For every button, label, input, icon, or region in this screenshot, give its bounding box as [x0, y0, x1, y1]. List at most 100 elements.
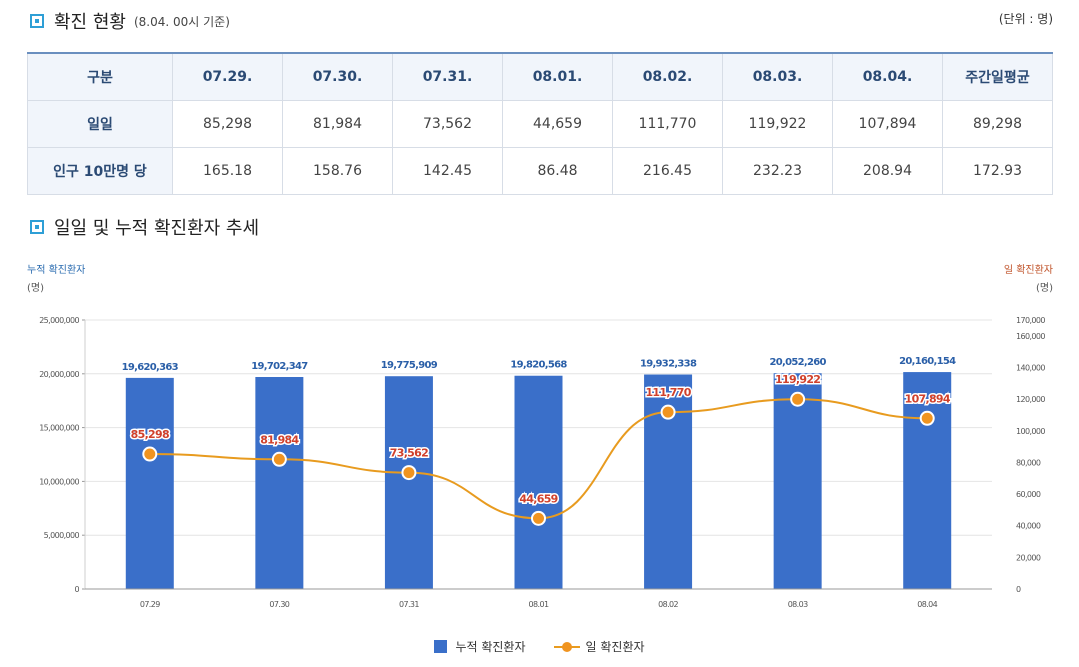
bar-cumulative [514, 375, 563, 589]
right-tick-label: 120,000 [1016, 395, 1045, 404]
x-tick-label: 08.04 [917, 600, 937, 609]
table-cell: 165.18 [172, 147, 283, 195]
right-axis-title-text: 일 확진환자 [1003, 265, 1053, 276]
section-title-text: 확진 현황 [54, 12, 126, 33]
table-cell: 44,659 [502, 100, 613, 148]
x-tick-label: 07.29 [140, 600, 160, 609]
bar-value-label: 19,620,363 [122, 362, 179, 373]
bar-cumulative [384, 376, 433, 589]
table-cell: 119,922 [722, 100, 833, 148]
right-axis: 0 20,000 40,000 60,000 80,000 100,000 120,000 1… [1016, 316, 1046, 594]
table-row: 인구 10만명 당 165.18 158.76 142.45 86.48 216… [27, 147, 1053, 195]
table-cell: 111,770 [612, 100, 723, 148]
x-tick-label: 07.30 [269, 600, 289, 609]
left-axis-title: 누적 확진환자 (명) [27, 262, 85, 298]
table-header: 08.02. [612, 52, 723, 101]
right-tick-label: 170,000 [1016, 316, 1045, 325]
right-tick-label: 80,000 [1016, 458, 1041, 467]
legend-bar-swatch [434, 640, 448, 653]
line-value-label: 119,922 [775, 373, 820, 386]
table-cell: 85,298 [172, 100, 283, 148]
table-header: 08.01. [502, 52, 613, 101]
left-axis-unit: (명) [27, 283, 45, 294]
left-tick-label: 10,000,000 [39, 477, 79, 486]
x-tick-label: 07.31 [399, 600, 419, 609]
table-row-header: 인구 10만명 당 [27, 147, 173, 195]
table-header: 08.03. [722, 52, 833, 101]
left-tick-label: 20,000,000 [39, 370, 79, 379]
table-cell: 86.48 [502, 147, 613, 195]
bar-value-label: 20,160,154 [899, 356, 956, 367]
legend-label: 누적 확진환자 [455, 640, 526, 654]
right-tick-label: 140,000 [1016, 363, 1045, 372]
table-header-row: 구분 07.29. 07.30. 07.31. 08.01. 08.02. 08… [27, 52, 1053, 101]
table-cell: 81,984 [282, 100, 393, 148]
bar-value-label: 19,820,568 [510, 360, 567, 371]
bar-value-label: 19,932,338 [640, 359, 697, 370]
right-tick-label: 60,000 [1016, 490, 1041, 499]
table-cell: 73,562 [392, 100, 503, 148]
bar-value-label: 20,052,260 [770, 357, 827, 368]
line-point-daily [142, 446, 158, 462]
table-cell: 142.45 [392, 147, 503, 195]
table-cell: 216.45 [612, 147, 723, 195]
table-cell: 172.93 [942, 147, 1053, 195]
section-subtitle: (8.04. 00시 기준) [133, 14, 230, 29]
square-bullet-icon [30, 220, 44, 234]
right-tick-label: 160,000 [1016, 332, 1045, 341]
line-point-daily [919, 410, 935, 426]
right-tick-label: 100,000 [1016, 427, 1045, 436]
chart-legend: 누적 확진환자 일 확진환자 [0, 638, 1079, 655]
left-tick-label: 25,000,000 [39, 316, 79, 325]
line-value-label: 81,984 [260, 433, 299, 446]
bar-value-label: 19,702,347 [251, 361, 308, 372]
x-axis: 07.29 07.30 07.31 08.01 08.02 08.03 08.04 [85, 588, 992, 609]
line-point-daily [271, 451, 287, 467]
x-tick-label: 08.03 [788, 600, 808, 609]
table-header: 주간일평균 [942, 52, 1053, 101]
right-axis-title: 일 확진환자 (명) [1004, 262, 1053, 298]
bar-series [125, 372, 952, 589]
right-tick-label: 20,000 [1016, 553, 1041, 562]
line-point-daily [790, 391, 806, 407]
section-title-trend: 일일 및 누적 확진환자 추세 [30, 214, 259, 240]
line-value-label: 44,659 [519, 492, 557, 505]
table-header: 07.29. [172, 52, 283, 101]
bar-cumulative [903, 372, 952, 589]
line-point-daily [660, 404, 676, 420]
section-title-text: 일일 및 누적 확진환자 추세 [54, 218, 260, 239]
table-row: 일일 85,298 81,984 73,562 44,659 111,770 1… [27, 100, 1053, 148]
left-tick-label: 15,000,000 [39, 424, 79, 433]
legend-line-swatch [553, 641, 580, 653]
legend-item-daily: 일 확진환자 [553, 638, 645, 655]
status-table: 구분 07.29. 07.30. 07.31. 08.01. 08.02. 08… [27, 52, 1053, 195]
table-cell: 208.94 [832, 147, 943, 195]
legend-label: 일 확진환자 [585, 640, 645, 654]
line-value-label: 85,298 [131, 428, 169, 441]
square-bullet-icon [30, 14, 44, 28]
right-tick-label: 0 [1016, 585, 1021, 594]
bar-cumulative [255, 377, 304, 589]
bar-cumulative [125, 377, 174, 589]
right-axis-unit: (명) [1035, 283, 1053, 294]
bar-labels: 19,620,363 19,702,347 19,775,909 19,820,568… [122, 356, 957, 373]
line-value-label: 111,770 [645, 386, 691, 399]
x-tick-label: 08.01 [529, 600, 549, 609]
table-cell: 232.23 [722, 147, 833, 195]
right-tick-label: 40,000 [1016, 522, 1041, 531]
bar-value-label: 19,775,909 [381, 360, 438, 371]
bar-cumulative [773, 373, 822, 589]
left-tick-label: 0 [75, 585, 80, 594]
table-header: 07.30. [282, 52, 393, 101]
unit-label: (단위 : 명) [998, 12, 1053, 26]
line-value-label: 107,894 [905, 392, 951, 405]
x-tick-label: 08.02 [658, 600, 678, 609]
left-tick-label: 5,000,000 [44, 531, 80, 540]
line-series: 85,298 81,984 73,562 44,659 111,770 119,922 10… [129, 372, 953, 526]
legend-item-cumulative: 누적 확진환자 [434, 638, 526, 655]
left-axis-title-text: 누적 확진환자 [27, 265, 86, 276]
table-header: 구분 [27, 52, 173, 101]
left-axis: 0 5,000,000 10,000,000 15,000,000 20,000,000… [39, 316, 86, 594]
line-point-daily [531, 510, 546, 526]
